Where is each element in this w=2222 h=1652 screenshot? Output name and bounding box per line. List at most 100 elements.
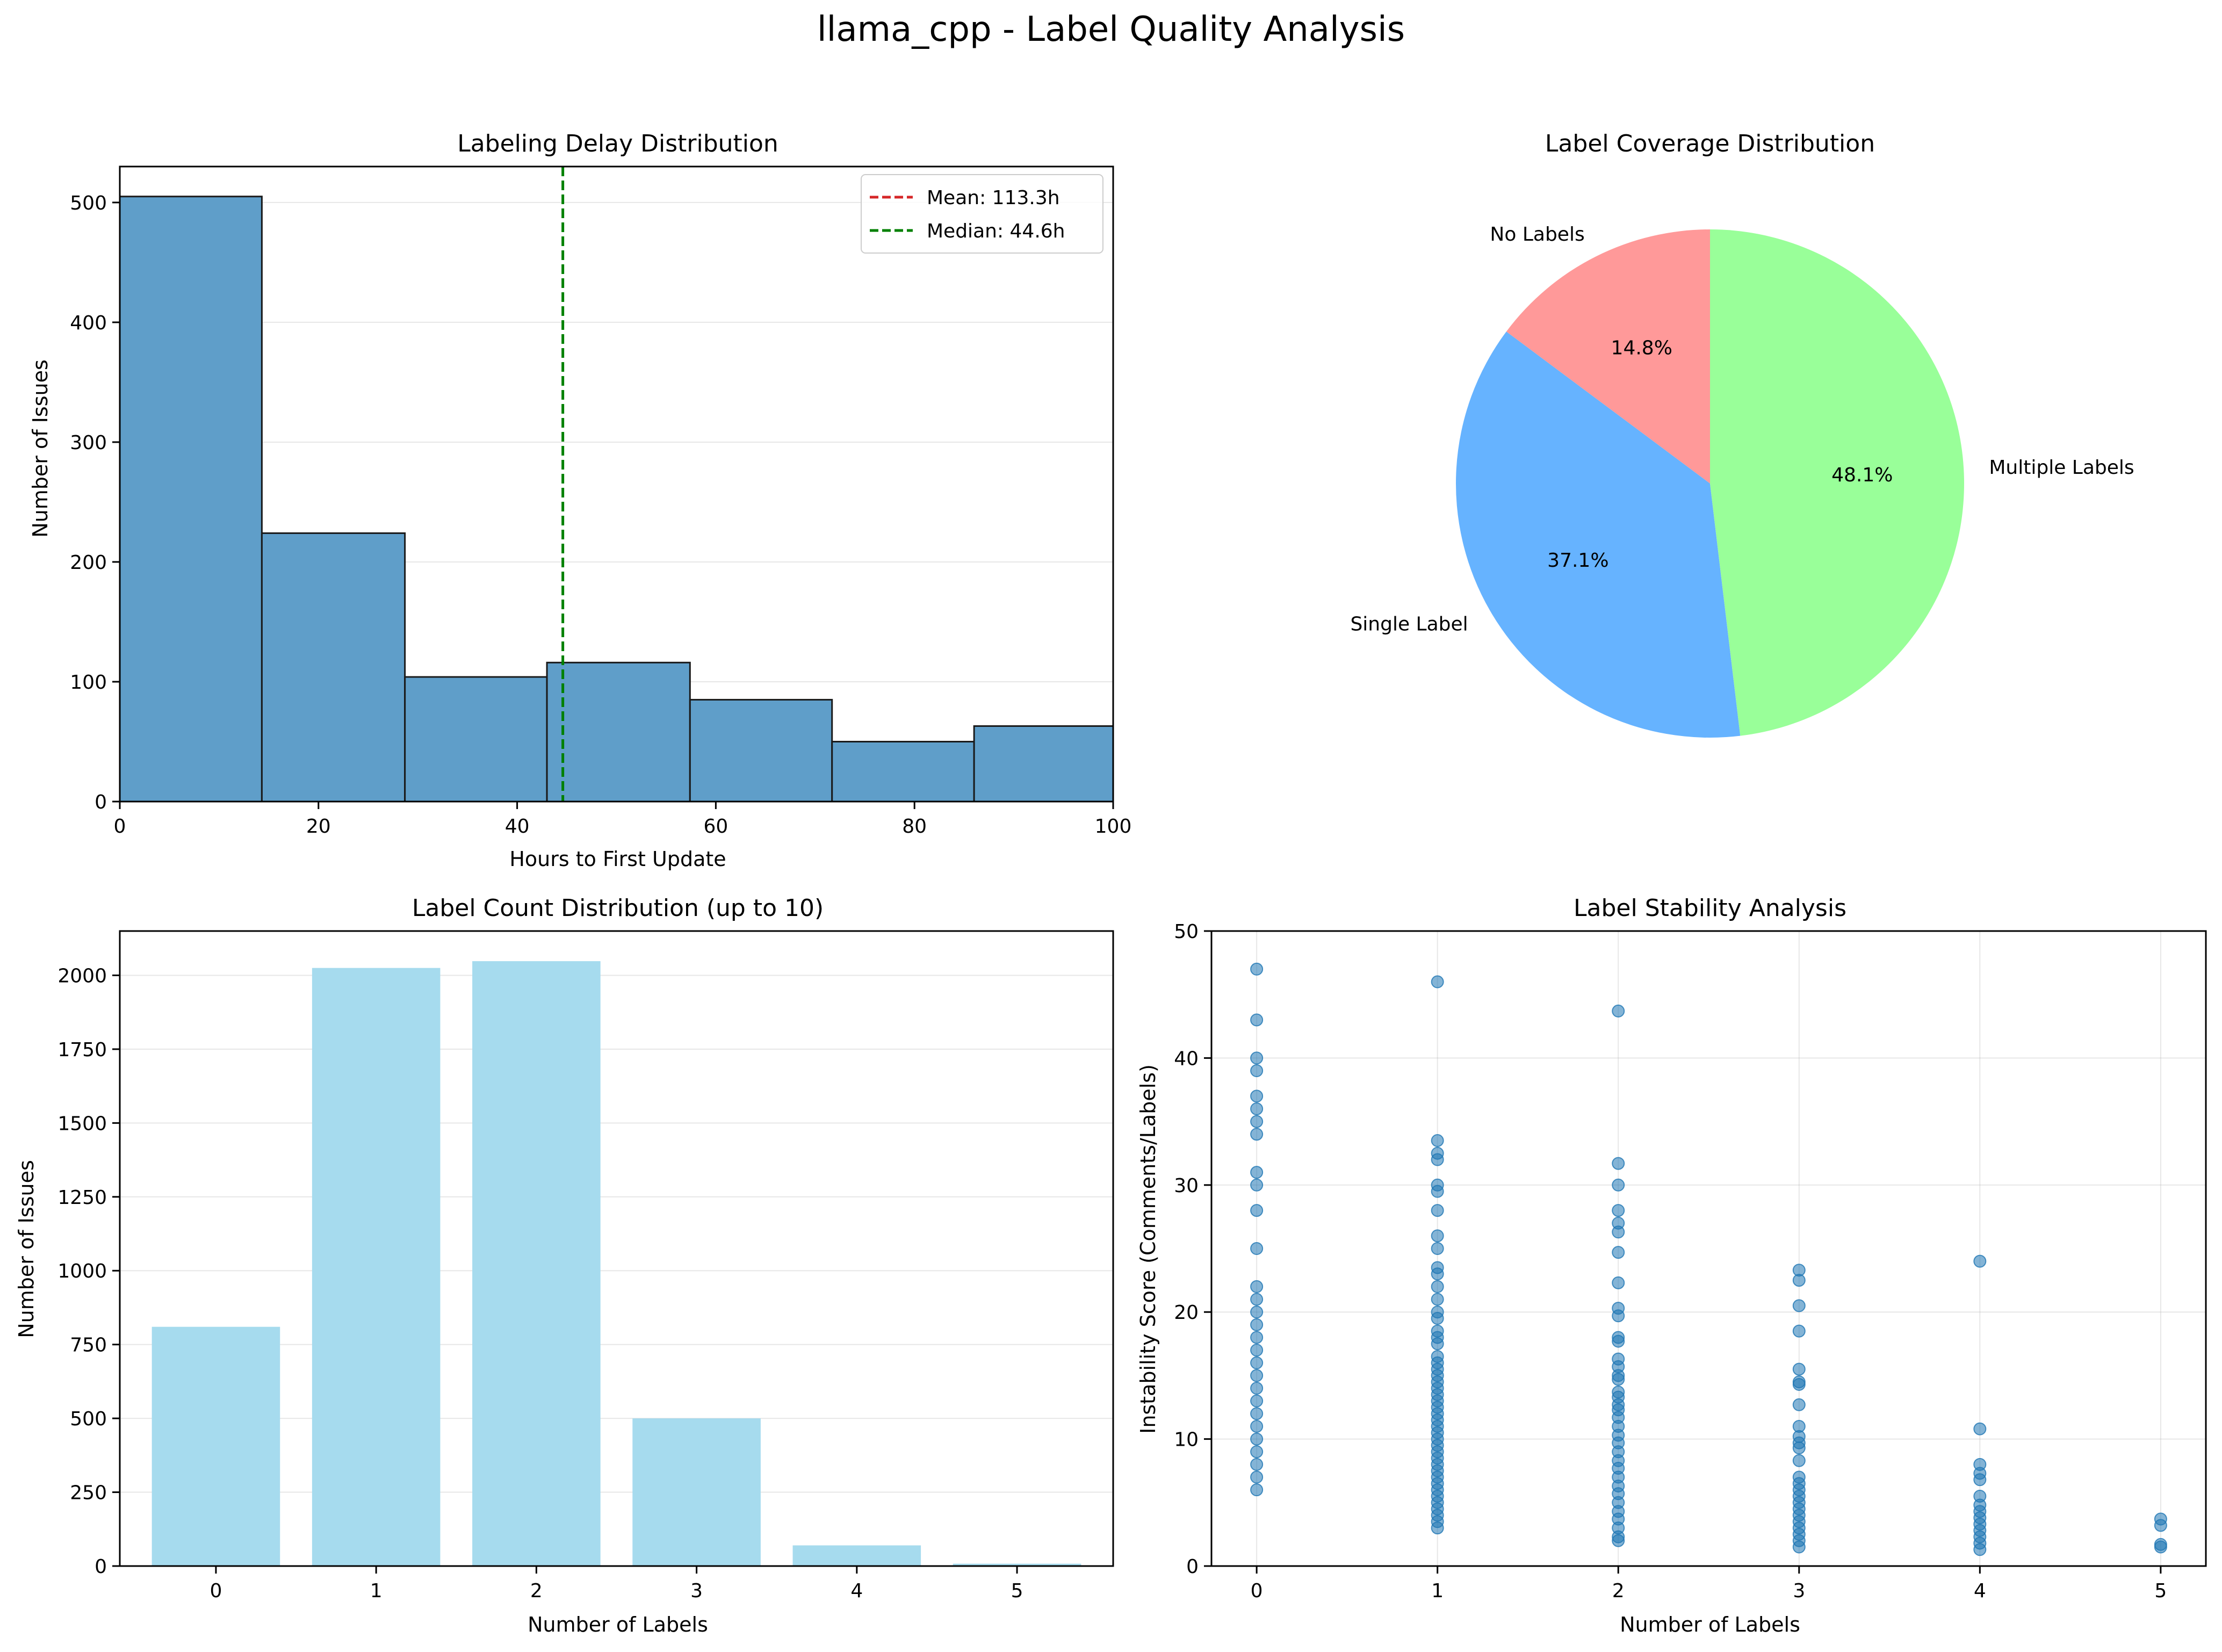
stability-ytick-label: 30 — [1174, 1175, 1199, 1197]
pie-pct-label: 14.8% — [1611, 337, 1672, 359]
scatter-point — [1792, 1398, 1806, 1411]
count-xtick-label: 2 — [530, 1580, 543, 1602]
pie-slice — [1456, 331, 1741, 738]
scatter-point — [1431, 1293, 1444, 1306]
scatter-point — [1792, 1441, 1806, 1455]
histogram-bar — [120, 196, 263, 802]
delay-ytick-label: 500 — [70, 192, 107, 214]
pie-slice-label: Multiple Labels — [1989, 457, 2134, 479]
scatter-point — [1612, 1309, 1625, 1323]
delay-ytick-label: 400 — [70, 312, 107, 334]
stability-frame — [1210, 930, 2207, 1567]
scatter-point — [1250, 1013, 1264, 1027]
scatter-point — [1792, 1540, 1806, 1554]
scatter-point — [1431, 1521, 1444, 1535]
stability-xtick-label: 3 — [1793, 1580, 1805, 1602]
scatter-point — [1431, 1242, 1444, 1255]
scatter-point — [1612, 1178, 1625, 1192]
scatter-point — [1250, 1483, 1264, 1497]
scatter-point — [1250, 1051, 1264, 1065]
scatter-point — [1431, 1153, 1444, 1166]
delay-xtick-label: 20 — [306, 816, 331, 838]
scatter-point — [1973, 1473, 1987, 1487]
label-count-xlabel: Number of Labels — [528, 1613, 708, 1636]
count-xtick-label: 0 — [210, 1580, 222, 1602]
scatter-point — [1250, 1102, 1264, 1115]
count-ytick-label: 750 — [70, 1334, 107, 1357]
scatter-point — [1612, 1004, 1625, 1018]
scatter-point — [1431, 1280, 1444, 1293]
delay-ytick-label: 100 — [70, 672, 107, 694]
legend-box — [861, 174, 1103, 254]
label-coverage-panel: Label Coverage Distribution 14.8% No Labe… — [1350, 130, 2134, 738]
scatter-point — [1973, 1422, 1987, 1435]
delay-xtick-label: 80 — [902, 816, 927, 838]
histogram-bar — [404, 676, 548, 802]
legend-label: Median: 44.6h — [927, 220, 1065, 242]
count-xtick-label: 3 — [690, 1580, 703, 1602]
scatter-point — [1431, 975, 1444, 989]
scatter-point — [1792, 1274, 1806, 1287]
label-count-panel: Label Count Distribution (up to 10) Numb… — [15, 894, 1114, 1636]
scatter-point — [1612, 1204, 1625, 1217]
pie-slice-label: No Labels — [1490, 223, 1584, 246]
scatter-point — [1612, 1276, 1625, 1289]
labeling-delay-ylabel: Number of Issues — [28, 359, 52, 538]
scatter-point — [1973, 1254, 1987, 1268]
scatter-point — [1250, 1064, 1264, 1078]
label-count-ylabel: Number of Issues — [15, 1160, 38, 1338]
scatter-point — [1250, 1407, 1264, 1420]
count-bar — [472, 961, 601, 1566]
stability-ytick-label: 50 — [1174, 921, 1199, 943]
scatter-point — [2154, 1519, 2167, 1532]
scatter-point — [1250, 1178, 1264, 1192]
scatter-point — [1431, 1204, 1444, 1217]
pie-slice — [1506, 229, 1710, 484]
scatter-point — [1250, 1470, 1264, 1484]
scatter-point — [1250, 1344, 1264, 1357]
histogram-bar — [973, 725, 1113, 802]
scatter-point — [1250, 962, 1264, 976]
stability-xtick-label: 0 — [1251, 1580, 1263, 1602]
count-xtick-label: 4 — [850, 1580, 863, 1602]
scatter-point — [1250, 1419, 1264, 1433]
count-ytick-label: 500 — [70, 1408, 107, 1430]
scatter-point — [1612, 1534, 1625, 1547]
count-xtick-label: 5 — [1011, 1580, 1023, 1602]
count-ytick-label: 2000 — [57, 965, 107, 987]
count-xtick-label: 1 — [370, 1580, 383, 1602]
histogram-bar — [546, 661, 691, 802]
label-stability-ylabel: Instability Score (Comments/Labels) — [1136, 1064, 1160, 1434]
scatter-point — [1431, 1267, 1444, 1281]
figure-title: llama_cpp - Label Quality Analysis — [817, 10, 1405, 49]
scatter-point — [1612, 1334, 1625, 1348]
scatter-point — [1250, 1432, 1264, 1446]
pie-slice — [1710, 229, 1964, 736]
count-ytick-label: 250 — [70, 1482, 107, 1504]
delay-ytick-label: 200 — [70, 552, 107, 574]
labeling-delay-xlabel: Hours to First Update — [509, 847, 726, 871]
label-coverage-title: Label Coverage Distribution — [1545, 130, 1875, 157]
count-ytick-label: 1750 — [57, 1039, 107, 1061]
scatter-point — [1250, 1090, 1264, 1103]
delay-xtick-label: 40 — [505, 816, 530, 838]
scatter-point — [1792, 1377, 1806, 1391]
labeling-delay-title: Labeling Delay Distribution — [457, 130, 778, 157]
scatter-point — [1250, 1280, 1264, 1293]
scatter-point — [1250, 1445, 1264, 1459]
stability-ytick-label: 10 — [1174, 1429, 1199, 1451]
histogram-bar — [689, 698, 833, 802]
scatter-point — [1431, 1229, 1444, 1243]
scatter-point — [2154, 1540, 2167, 1554]
delay-ytick-label: 300 — [70, 432, 107, 454]
scatter-point — [1250, 1204, 1264, 1217]
histogram-bar — [261, 532, 406, 802]
count-ytick-label: 1000 — [57, 1260, 107, 1282]
scatter-point — [1792, 1324, 1806, 1338]
count-bar — [152, 1326, 280, 1566]
count-bar — [953, 1563, 1081, 1566]
scatter-point — [1431, 1312, 1444, 1325]
stability-xtick-label: 1 — [1431, 1580, 1444, 1602]
scatter-point — [1250, 1242, 1264, 1255]
scatter-point — [1250, 1356, 1264, 1369]
